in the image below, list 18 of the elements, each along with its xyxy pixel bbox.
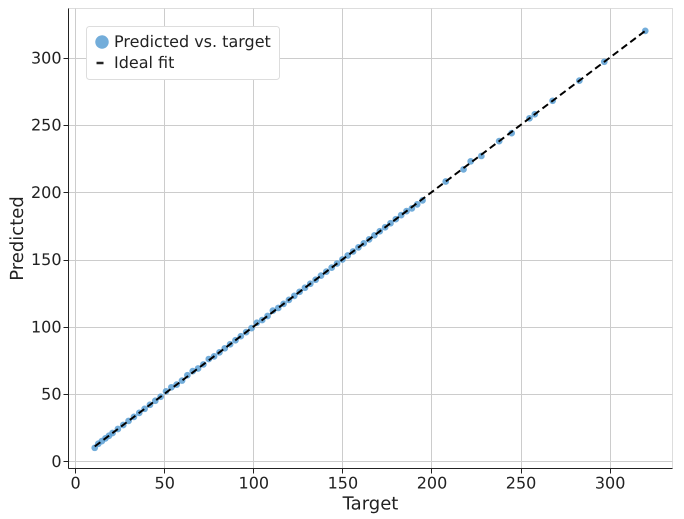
x-tick-label: 50 bbox=[154, 474, 175, 492]
x-tick-label: 0 bbox=[70, 474, 81, 492]
x-tick-label: 200 bbox=[416, 474, 448, 492]
x-tick-label: 100 bbox=[238, 474, 270, 492]
y-axis-title: Predicted bbox=[6, 196, 28, 281]
y-tick-label: 150 bbox=[30, 250, 62, 270]
y-tick-label: 250 bbox=[30, 116, 62, 135]
y-tick-label: 300 bbox=[30, 48, 62, 68]
legend-label: Ideal fit bbox=[114, 53, 174, 72]
y-tick-label: 100 bbox=[30, 317, 62, 336]
x-axis-title: Target bbox=[342, 494, 398, 514]
x-tick-label: 150 bbox=[328, 474, 358, 492]
y-tick-label: 0 bbox=[51, 452, 62, 471]
x-tick-label: 250 bbox=[506, 474, 536, 492]
y-tick-label: 50 bbox=[41, 384, 62, 404]
y-tick-label: 200 bbox=[30, 182, 62, 202]
legend-label: Predicted vs. target bbox=[114, 32, 271, 51]
x-tick-label: 300 bbox=[594, 474, 626, 492]
